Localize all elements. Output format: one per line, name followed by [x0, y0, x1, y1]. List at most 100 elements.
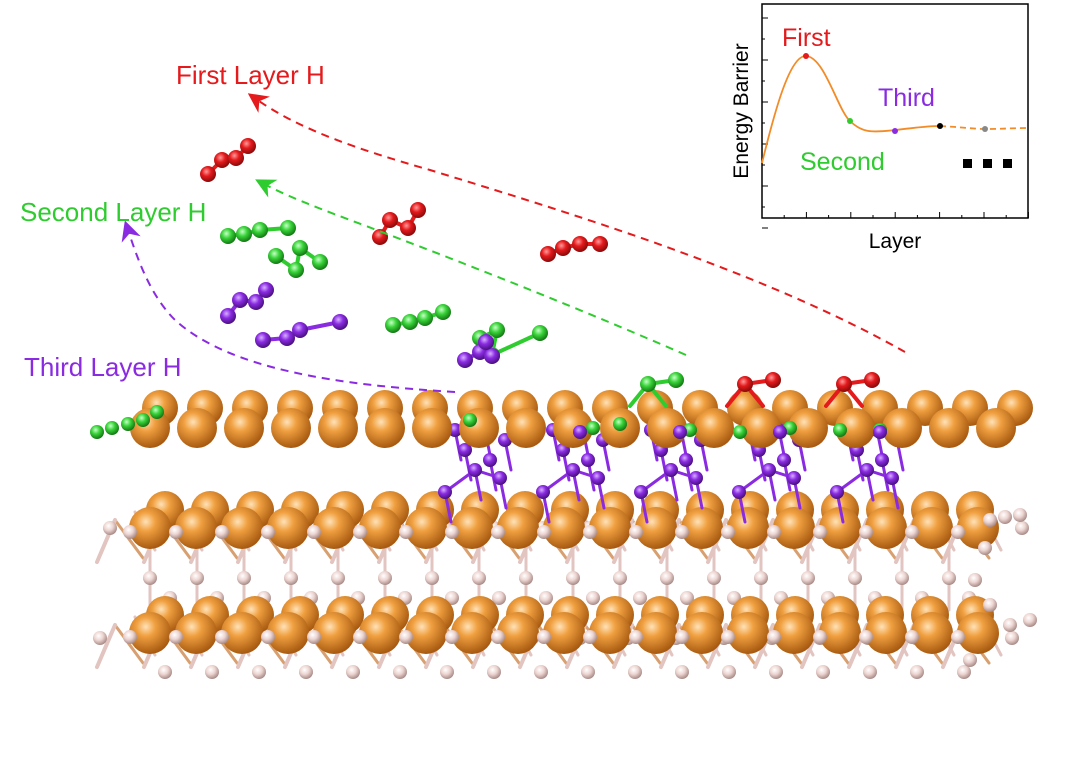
- metal-atom: [224, 408, 264, 448]
- surface-hydrogen: [90, 372, 887, 439]
- top-metal-layer: [130, 390, 1033, 448]
- metal-atom: [589, 507, 631, 549]
- third-barrier-point: [892, 128, 898, 134]
- green-h-atom: [136, 413, 150, 427]
- h-atom: [555, 240, 571, 256]
- light-atom: [284, 571, 298, 585]
- purple-h-atom: [634, 485, 648, 499]
- light-atom: [863, 665, 877, 679]
- energy-barrier-inset-chart: First Second Third Energy Barrier Layer: [730, 3, 1029, 253]
- light-atom: [215, 630, 229, 644]
- metal-atom: [929, 408, 969, 448]
- metal-atom: [911, 507, 953, 549]
- green-h-atom: [150, 405, 164, 419]
- h-atom: [572, 236, 588, 252]
- h-atom: [484, 348, 500, 364]
- h-atom: [410, 202, 426, 218]
- light-atom: [910, 665, 924, 679]
- light-atom: [983, 513, 997, 527]
- metal-atom: [976, 408, 1016, 448]
- bond: [490, 331, 542, 357]
- metal-atom: [819, 612, 861, 654]
- h-atom: [255, 332, 271, 348]
- h-atom: [240, 138, 256, 154]
- h-atom: [232, 292, 248, 308]
- light-atom: [252, 665, 266, 679]
- adsorbed-h-atom: [765, 372, 781, 388]
- light-atom: [859, 525, 873, 539]
- light-atom: [399, 630, 413, 644]
- green-h-atom: [121, 417, 135, 431]
- first-layer-arrow: [247, 93, 906, 353]
- bond: [95, 623, 117, 669]
- light-atom: [951, 525, 965, 539]
- light-atom: [237, 571, 251, 585]
- light-atom: [158, 665, 172, 679]
- first-barrier-point: [803, 53, 809, 59]
- light-atom: [586, 591, 600, 605]
- metal-atom: [727, 612, 769, 654]
- inset-third-label: Third: [878, 84, 935, 112]
- metal-atom: [635, 612, 677, 654]
- light-atom: [425, 571, 439, 585]
- bond: [113, 623, 145, 665]
- light-atom: [813, 630, 827, 644]
- metal-atom: [129, 612, 171, 654]
- green-h-atom: [105, 421, 119, 435]
- metal-atom: [882, 408, 922, 448]
- metal-atom: [313, 612, 355, 654]
- light-atom: [895, 571, 909, 585]
- light-atom: [1013, 508, 1027, 522]
- light-atom: [566, 571, 580, 585]
- h-atom: [268, 248, 284, 264]
- h-atom: [592, 236, 608, 252]
- light-atom: [103, 521, 117, 535]
- inset-x-axis-label: Layer: [869, 230, 922, 253]
- h-atom: [400, 220, 416, 236]
- light-atom: [721, 630, 735, 644]
- metal-atom: [911, 612, 953, 654]
- inset-plot-frame: [761, 3, 1029, 219]
- light-atom: [491, 525, 505, 539]
- light-atom: [331, 571, 345, 585]
- light-atom: [190, 571, 204, 585]
- second-barrier-point: [847, 118, 853, 124]
- light-atom: [583, 525, 597, 539]
- purple-h-atom: [573, 425, 587, 439]
- purple-h-atom: [689, 471, 703, 485]
- adsorbed-h-atom: [864, 372, 880, 388]
- desorbed-h2-molecules: [200, 138, 608, 368]
- metal-atom: [459, 408, 499, 448]
- metal-atom: [130, 408, 170, 448]
- adsorbed-h-atom: [640, 376, 656, 392]
- inset-second-label: Second: [800, 148, 885, 176]
- light-atom: [722, 665, 736, 679]
- light-atom: [983, 598, 997, 612]
- metal-atom: [497, 612, 539, 654]
- light-atom: [353, 630, 367, 644]
- light-atom: [378, 571, 392, 585]
- h-atom: [478, 334, 494, 350]
- light-atom: [767, 525, 781, 539]
- h-atom: [489, 322, 505, 338]
- h-atom: [200, 166, 216, 182]
- light-atom: [169, 630, 183, 644]
- metal-atom: [589, 612, 631, 654]
- green-h-atom: [90, 425, 104, 439]
- light-atom: [487, 665, 501, 679]
- purple-h-atom: [468, 463, 482, 477]
- light-atom: [261, 630, 275, 644]
- metal-atom: [865, 507, 907, 549]
- light-atom: [1015, 521, 1029, 535]
- light-atom: [353, 525, 367, 539]
- first-layer-label: First Layer H: [176, 60, 325, 90]
- metal-atom: [412, 408, 452, 448]
- light-atom: [491, 630, 505, 644]
- third-layer-arrow: [121, 220, 456, 393]
- purple-h-atom: [873, 425, 887, 439]
- light-atom: [440, 665, 454, 679]
- metal-atom: [957, 612, 999, 654]
- purple-h-atom: [830, 485, 844, 499]
- metal-atom: [405, 507, 447, 549]
- purple-h-atom: [762, 463, 776, 477]
